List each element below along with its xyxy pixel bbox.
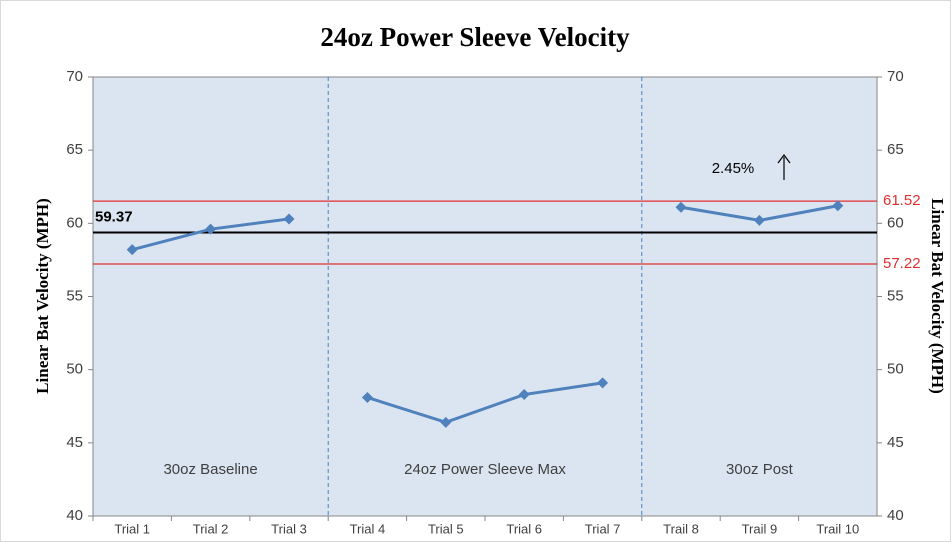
- data-point: [205, 223, 217, 235]
- x-tick-label: Trial 7: [585, 521, 621, 536]
- y2-tick-label: 70: [887, 68, 904, 85]
- y2-tick-label: 50: [887, 361, 904, 378]
- x-tick-label: Trial 6: [506, 521, 542, 536]
- x-tick-label: Trial 1: [114, 521, 150, 536]
- data-point: [283, 213, 295, 225]
- reference-label: 61.52: [883, 192, 921, 209]
- y-axis-label: Linear Bat Velocity (MPH): [33, 198, 52, 394]
- data-point: [126, 244, 138, 256]
- y2-axis-label: Linear Bat Velocity (MPH): [928, 198, 947, 394]
- data-point: [518, 389, 530, 401]
- y-tick-label: 60: [66, 214, 83, 231]
- chart-title: 24oz Power Sleeve Velocity: [320, 22, 630, 52]
- data-point: [753, 214, 765, 226]
- annotation-arrowhead: [777, 154, 791, 164]
- annotation: 2.45%: [712, 160, 755, 177]
- x-tick-label: Trial 2: [193, 521, 229, 536]
- y-tick-label: 50: [66, 361, 83, 378]
- x-tick-label: Trail 9: [742, 521, 778, 536]
- data-point: [675, 201, 687, 213]
- data-point: [361, 391, 373, 403]
- phase-label: 24oz Power Sleeve Max: [404, 461, 566, 478]
- x-tick-label: Trail 8: [663, 521, 699, 536]
- y2-tick-label: 40: [887, 507, 904, 524]
- plot-area: [92, 76, 878, 517]
- x-tick-label: Trial 4: [350, 521, 386, 536]
- data-point: [440, 416, 452, 428]
- y2-tick-label: 65: [887, 141, 904, 158]
- y2-tick-label: 55: [887, 287, 904, 304]
- data-point: [597, 377, 609, 389]
- phase-label: 30oz Baseline: [163, 461, 257, 478]
- y-tick-label: 55: [66, 287, 83, 304]
- y-tick-label: 45: [66, 434, 83, 451]
- y-tick-label: 65: [66, 141, 83, 158]
- data-point: [832, 200, 844, 212]
- y2-tick-label: 60: [887, 214, 904, 231]
- reference-label: 59.37: [95, 209, 133, 226]
- y2-tick-label: 45: [887, 434, 904, 451]
- y-tick-label: 70: [66, 68, 83, 85]
- series-line: [366, 381, 603, 424]
- x-tick-label: Trail 10: [816, 521, 859, 536]
- reference-label: 57.22: [883, 255, 921, 272]
- phase-label: 30oz Post: [726, 461, 794, 478]
- y-tick-label: 40: [66, 507, 83, 524]
- x-tick-label: Trial 5: [428, 521, 464, 536]
- x-tick-label: Trial 3: [271, 521, 307, 536]
